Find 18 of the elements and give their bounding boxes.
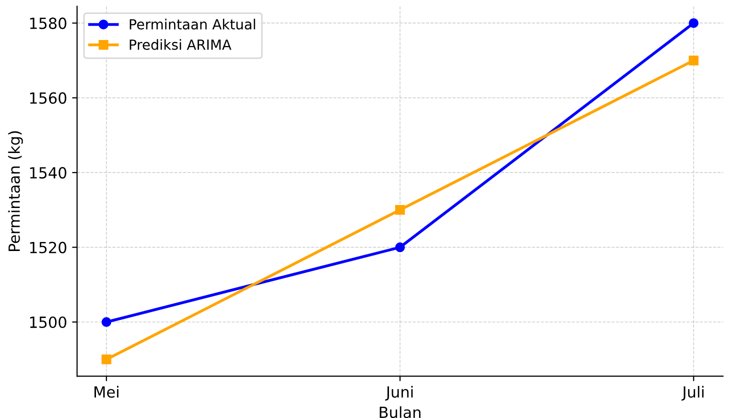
y-tick-label: 1580: [30, 18, 66, 30]
x-tick-label: Juni: [385, 386, 413, 401]
point: [688, 18, 698, 28]
legend-label: Prediksi ARIMA: [130, 39, 232, 50]
x-tick-label: Juli: [682, 386, 704, 401]
point: [688, 56, 698, 66]
y-axis-title: Permintaan (kg): [8, 131, 23, 252]
point: [395, 242, 405, 252]
point: [102, 317, 112, 327]
y-tick-label: 1520: [30, 242, 66, 254]
legend-label: Permintaan Aktual: [130, 18, 256, 30]
point: [395, 205, 405, 215]
y-tick-label: 1500: [30, 316, 66, 328]
point: [102, 354, 112, 364]
x-axis-title: Bulan: [380, 406, 420, 418]
x-tick-label: Mei: [94, 386, 118, 398]
y-tick-label: 1560: [30, 92, 66, 104]
y-tick-label: 1540: [30, 167, 66, 179]
